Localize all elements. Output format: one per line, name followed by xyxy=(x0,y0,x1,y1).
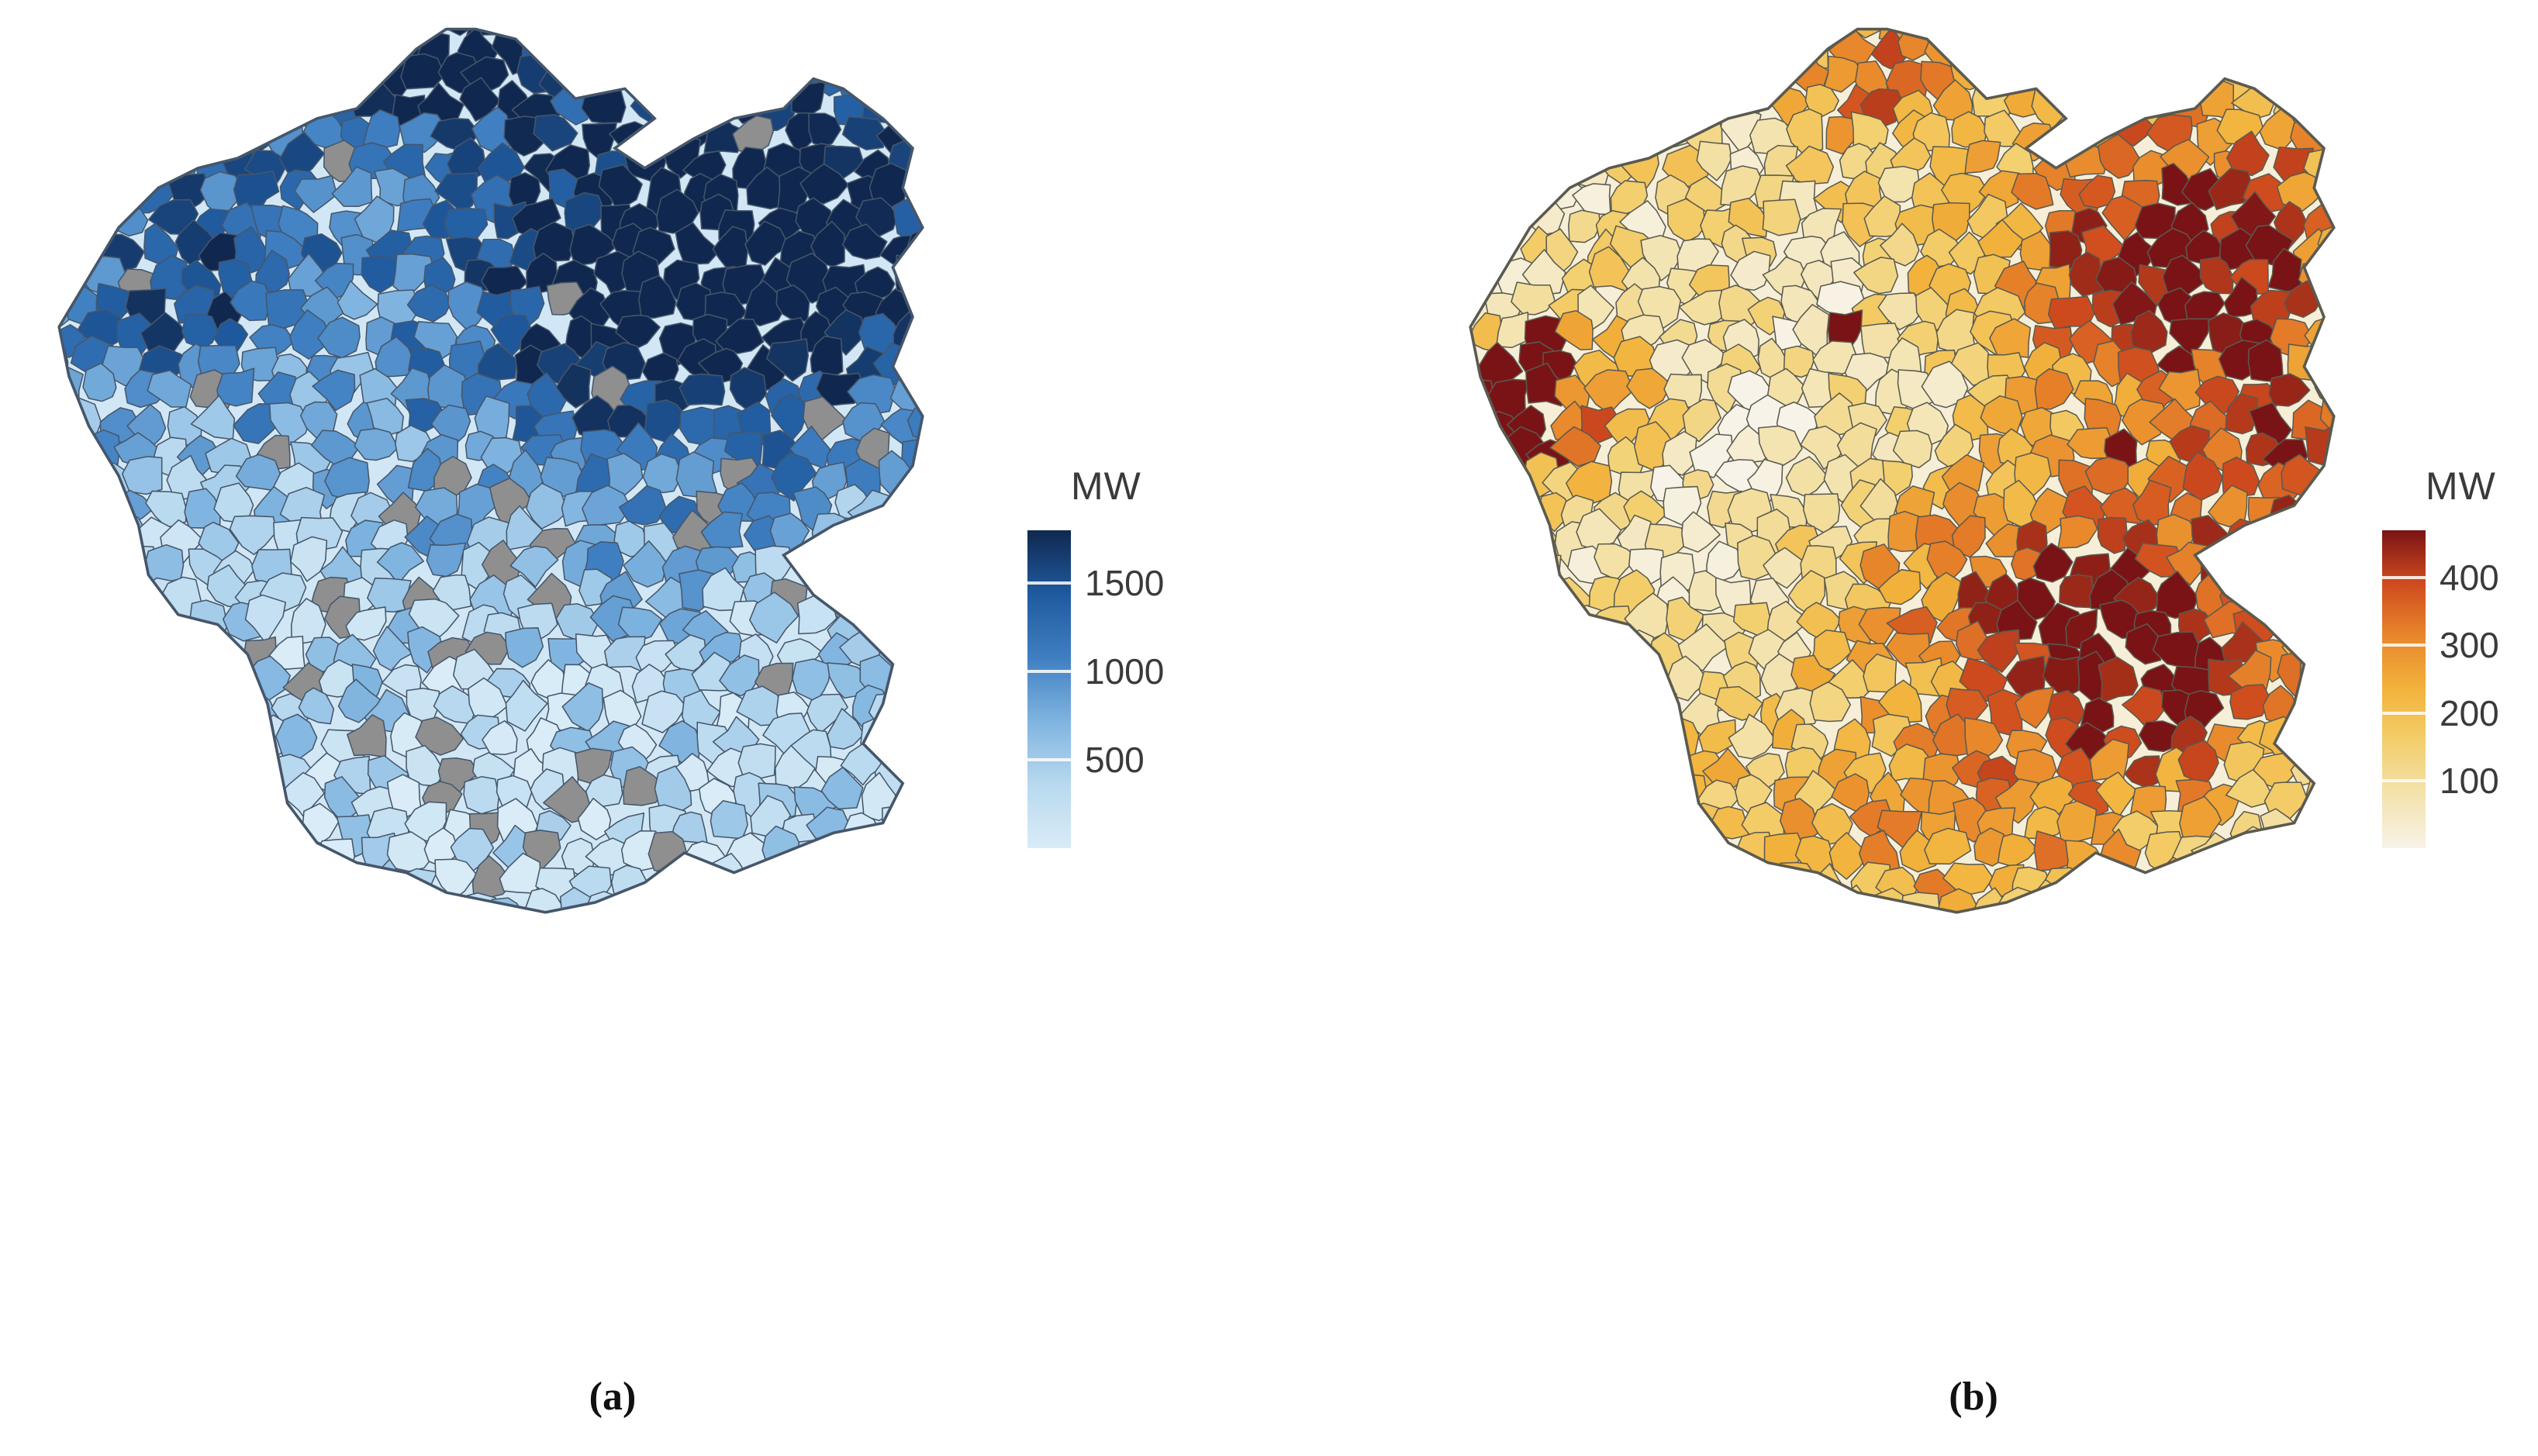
district-cells xyxy=(1470,29,2334,913)
legend-b: MW 400 300 200 100 xyxy=(2382,450,2538,899)
choropleth-map-a xyxy=(57,27,924,914)
legend-tick-mark xyxy=(2382,711,2426,715)
legend-tick-mark xyxy=(1027,581,1071,585)
legend-a-title: MW xyxy=(1071,464,1141,508)
district-cells xyxy=(59,29,923,913)
legend-a-ticks: 1500 1000 500 xyxy=(1027,450,1198,899)
legend-tick-label: 300 xyxy=(2440,625,2499,666)
country-outline xyxy=(1469,27,2336,914)
legend-tick-label: 200 xyxy=(2440,692,2499,733)
legend-tick-label: 1500 xyxy=(1085,563,1165,604)
legend-tick-mark xyxy=(2382,643,2426,647)
legend-b-ticks: 400 300 200 100 xyxy=(2382,450,2538,899)
legend-tick-label: 1000 xyxy=(1085,651,1165,692)
caption-b: (b) xyxy=(1949,1375,1998,1419)
caption-a: (a) xyxy=(589,1375,637,1419)
legend-tick-mark xyxy=(1027,670,1071,674)
legend-tick-mark xyxy=(1027,758,1071,762)
legend-a: MW 1500 1000 500 xyxy=(1027,450,1198,899)
legend-tick-mark xyxy=(2382,778,2426,782)
legend-tick-mark xyxy=(2382,576,2426,580)
legend-tick-label: 100 xyxy=(2440,760,2499,801)
legend-b-title: MW xyxy=(2426,464,2496,508)
legend-tick-label: 500 xyxy=(1085,740,1145,781)
choropleth-map-b xyxy=(1469,27,2336,914)
country-outline xyxy=(57,27,924,914)
legend-tick-label: 400 xyxy=(2440,557,2499,599)
legend-b-colorbar xyxy=(2382,530,2426,848)
